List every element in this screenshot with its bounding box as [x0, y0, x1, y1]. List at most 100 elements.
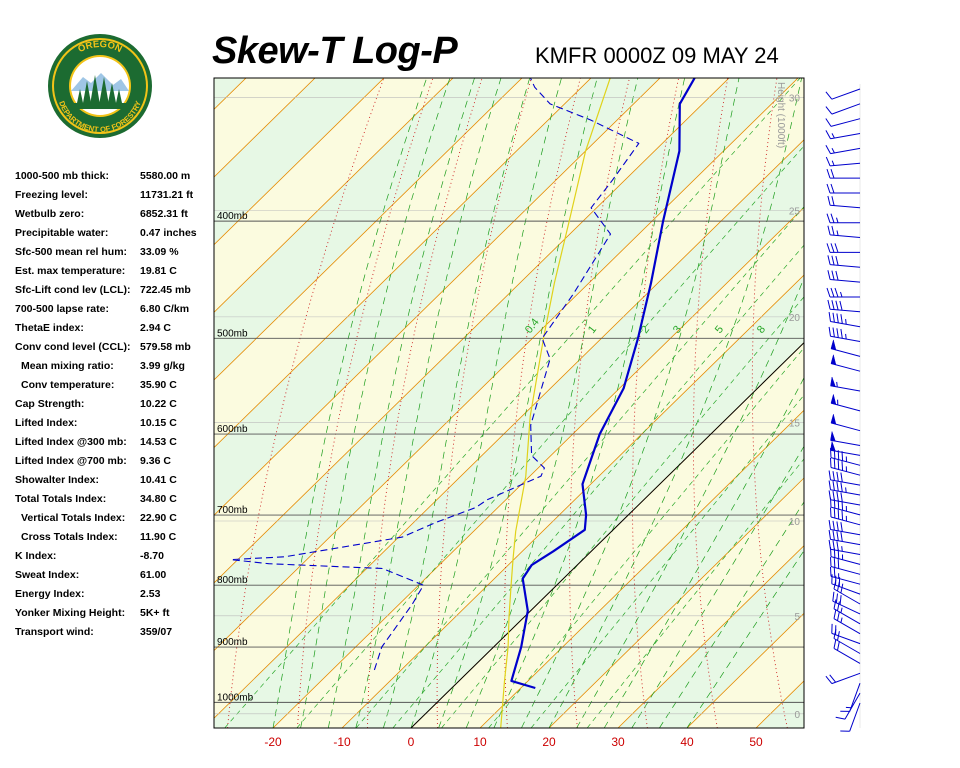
pressure-level-label: 300mb: [217, 60, 248, 71]
x-tick-label: 30: [611, 735, 625, 749]
pressure-level-label: 1000mb: [217, 692, 254, 703]
wind-barb-column: [825, 88, 861, 732]
wind-barb: [826, 168, 860, 179]
mixing-ratio-line: [224, 78, 801, 728]
zero-isotherm-line: [410, 342, 804, 728]
index-label: Lifted Index:: [15, 417, 78, 429]
wind-barb: [826, 213, 860, 224]
parcel-path-line: [500, 78, 611, 728]
index-row: Conv temperature: 35.90 C: [15, 376, 215, 395]
index-row: Lifted Index @700 mb: 9.36 C: [15, 452, 215, 471]
pressure-level-label: 900mb: [217, 637, 248, 648]
wind-barb: [826, 183, 860, 194]
wind-barb: [828, 470, 861, 486]
wind-barb: [825, 672, 861, 685]
index-value: 722.45 mb: [140, 284, 191, 296]
dry-adiabat-line: [504, 78, 581, 728]
wind-barb: [828, 529, 861, 546]
wind-barb-flag: [830, 338, 837, 351]
index-label: Cross Totals Index:: [21, 531, 118, 543]
index-row: Conv cond level (CCL): 579.58 mb: [15, 338, 215, 357]
isotherm-line: [214, 78, 730, 584]
wind-barb-flag: [830, 413, 837, 425]
index-value: 33.09 %: [140, 246, 179, 258]
index-value: -8.70: [140, 550, 164, 562]
isotherm-line: [214, 78, 661, 516]
index-value: 35.90 C: [140, 379, 177, 391]
isotherm-line: [214, 78, 385, 246]
wind-barb: [825, 156, 861, 167]
height-tick-label: 15: [789, 419, 801, 430]
isotherm-line: [214, 139, 804, 719]
index-label: 700-500 lapse rate:: [15, 303, 109, 315]
index-label: Conv temperature:: [21, 379, 115, 391]
index-row: Freezing level: 11731.21 ft: [15, 186, 215, 205]
index-row: Wetbulb zero: 6852.31 ft: [15, 205, 215, 224]
index-value: 10.41 C: [140, 474, 177, 486]
wind-barb: [825, 130, 861, 140]
temperature-band: [214, 78, 247, 110]
isotherm-line: [272, 206, 804, 728]
temperature-profile-line: [510, 78, 696, 690]
index-value: 579.58 mb: [140, 341, 191, 353]
index-label: ThetaE index:: [15, 322, 84, 334]
x-tick-label: 40: [680, 735, 694, 749]
mixing-ratio-line: [488, 347, 804, 728]
height-tick-label: 0: [794, 710, 800, 721]
index-label: Cap Strength:: [15, 398, 85, 410]
height-tick-label: 10: [789, 517, 801, 528]
index-label: Est. max temperature:: [15, 265, 126, 277]
mixing-ratio-line: [586, 458, 804, 728]
isotherm-line: [214, 78, 592, 449]
wind-barb: [833, 609, 861, 635]
wind-barb: [840, 683, 861, 712]
station-time-label: KMFR 0000Z 09 MAY 24: [535, 43, 779, 68]
moist-adiabat-line: [521, 78, 740, 728]
wind-barb: [828, 326, 861, 342]
wind-barb: [825, 103, 861, 115]
x-tick-label: 50: [749, 735, 763, 749]
dry-adiabat-line: [919, 0, 960, 728]
index-label: Precipitable water:: [15, 227, 109, 239]
wind-barb: [840, 702, 861, 732]
index-value: 2.94 C: [140, 322, 171, 334]
moist-adiabat-line: [631, 445, 804, 728]
logo-seal-icon: OREGON DEPARTMENT OF FORESTRY: [48, 34, 152, 138]
dry-adiabat-line: [569, 78, 630, 728]
isotherm-line: [479, 409, 804, 728]
index-value: 359/07: [140, 626, 173, 638]
index-label: K Index:: [15, 550, 57, 562]
wind-barb: [832, 591, 861, 615]
pressure-level-label: 400mb: [217, 211, 248, 222]
moist-adiabat-line: [272, 78, 428, 728]
index-label: Showalter Index:: [15, 474, 100, 486]
index-row: Cross Totals Index: 11.90 C: [15, 528, 215, 547]
index-row: Showalter Index: 10.41 C: [15, 471, 215, 490]
isotherm-line: [214, 78, 454, 313]
wind-barb: [833, 599, 861, 625]
moist-adiabat-line: [410, 78, 562, 728]
moist-adiabat-line: [327, 78, 475, 728]
moist-adiabat-line: [548, 78, 803, 728]
height-axis-title: Height (1000ft): [775, 82, 786, 148]
mixing-ratio-line: [392, 244, 804, 728]
wind-barb: [828, 312, 861, 328]
isotherm-line: [214, 78, 799, 652]
wind-barb: [830, 448, 861, 466]
temperature-band: [214, 78, 804, 719]
wind-barb: [825, 118, 861, 127]
index-row: 1000-500 mb thick: 5580.00 m: [15, 167, 215, 186]
index-label: Yonker Mixing Height:: [15, 607, 126, 619]
moist-adiabat-line: [383, 78, 531, 728]
wind-barb: [831, 574, 861, 595]
index-value: 14.53 C: [140, 436, 177, 448]
index-value: 34.80 C: [140, 493, 177, 505]
isotherm-line: [341, 274, 804, 728]
index-row: Precipitable water: 0.47 inches: [15, 224, 215, 243]
index-value: 6.80 C/km: [140, 303, 190, 315]
wind-barb-flag: [830, 440, 836, 452]
wind-barb: [830, 547, 861, 565]
wind-barb: [828, 480, 861, 496]
index-row: Vertical Totals Index: 22.90 C: [15, 509, 215, 528]
